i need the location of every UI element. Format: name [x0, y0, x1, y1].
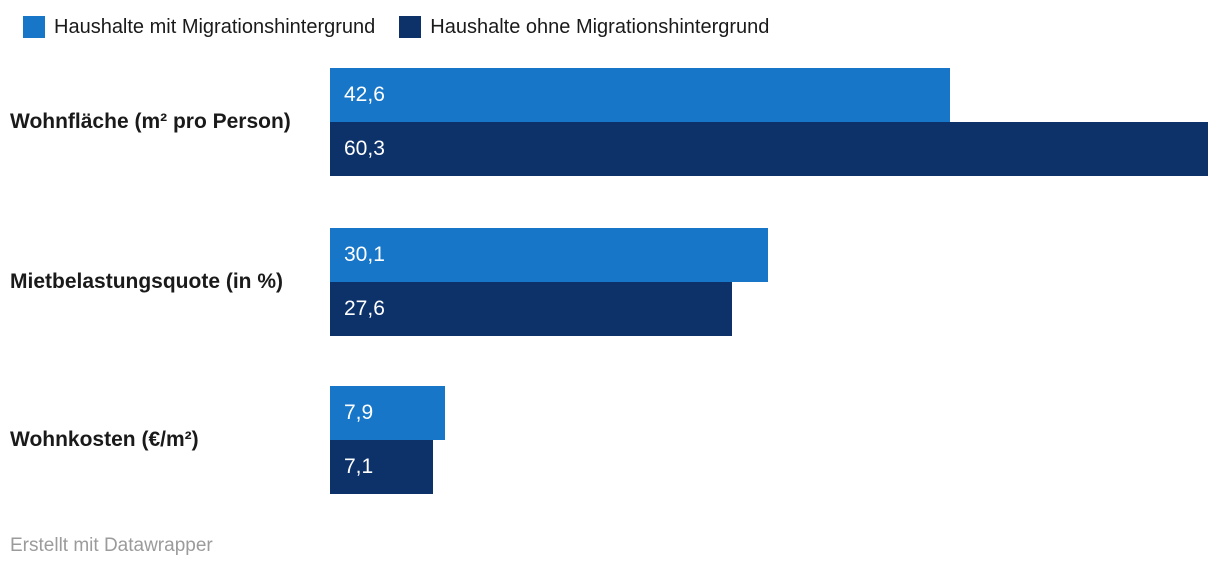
bar-wohnflaeche-ohne[interactable]: 60,3	[330, 122, 1208, 176]
bar-value-wohnkosten-mit: 7,9	[344, 401, 374, 424]
bar-pair-wohnflaeche: 42,6 60,3	[330, 68, 1208, 176]
bar-wohnflaeche-mit[interactable]: 42,6	[330, 68, 950, 122]
category-label-mietbelastungsquote: Mietbelastungsquote (in %)	[10, 270, 283, 293]
legend-item-mit-migrationshintergrund: Haushalte mit Migrationshintergrund	[23, 16, 375, 38]
legend-swatch-mit-migrationshintergrund	[23, 16, 45, 38]
legend-swatch-ohne-migrationshintergrund	[399, 16, 422, 38]
bar-value-wohnkosten-ohne: 7,1	[344, 455, 374, 478]
bar-pair-mietbelastungsquote: 30,1 27,6	[330, 228, 768, 336]
category-label-wohnflaeche: Wohnfläche (m² pro Person)	[10, 110, 291, 133]
bar-group-mietbelastungsquote: Mietbelastungsquote (in %) 30,1 27,6	[0, 228, 1220, 336]
chart-footer: Erstellt mit Datawrapper	[10, 535, 213, 557]
bar-value-wohnflaeche-mit: 42,6	[344, 83, 385, 106]
bar-value-wohnflaeche-ohne: 60,3	[344, 137, 385, 160]
bar-wohnkosten-mit[interactable]: 7,9	[330, 386, 445, 440]
bar-group-wohnkosten: Wohnkosten (€/m²) 7,9 7,1	[0, 386, 1220, 494]
bar-pair-wohnkosten: 7,9 7,1	[330, 386, 445, 494]
bar-mietbelastungsquote-mit[interactable]: 30,1	[330, 228, 768, 282]
legend-item-ohne-migrationshintergrund: Haushalte ohne Migrationshintergrund	[399, 16, 769, 38]
bar-group-wohnflaeche: Wohnfläche (m² pro Person) 42,6 60,3	[0, 68, 1220, 176]
datawrapper-credit-link[interactable]: Erstellt mit Datawrapper	[10, 535, 213, 556]
bar-mietbelastungsquote-ohne[interactable]: 27,6	[330, 282, 732, 336]
bar-value-mietbelastungsquote-ohne: 27,6	[344, 297, 385, 320]
bar-wohnkosten-ohne[interactable]: 7,1	[330, 440, 433, 494]
bar-value-mietbelastungsquote-mit: 30,1	[344, 243, 385, 266]
category-label-wohnkosten: Wohnkosten (€/m²)	[10, 428, 199, 451]
legend-label-ohne-migrationshintergrund: Haushalte ohne Migrationshintergrund	[430, 16, 770, 38]
legend-label-mit-migrationshintergrund: Haushalte mit Migrationshintergrund	[54, 16, 376, 38]
chart-legend: Haushalte mit Migrationshintergrund Haus…	[23, 16, 769, 38]
